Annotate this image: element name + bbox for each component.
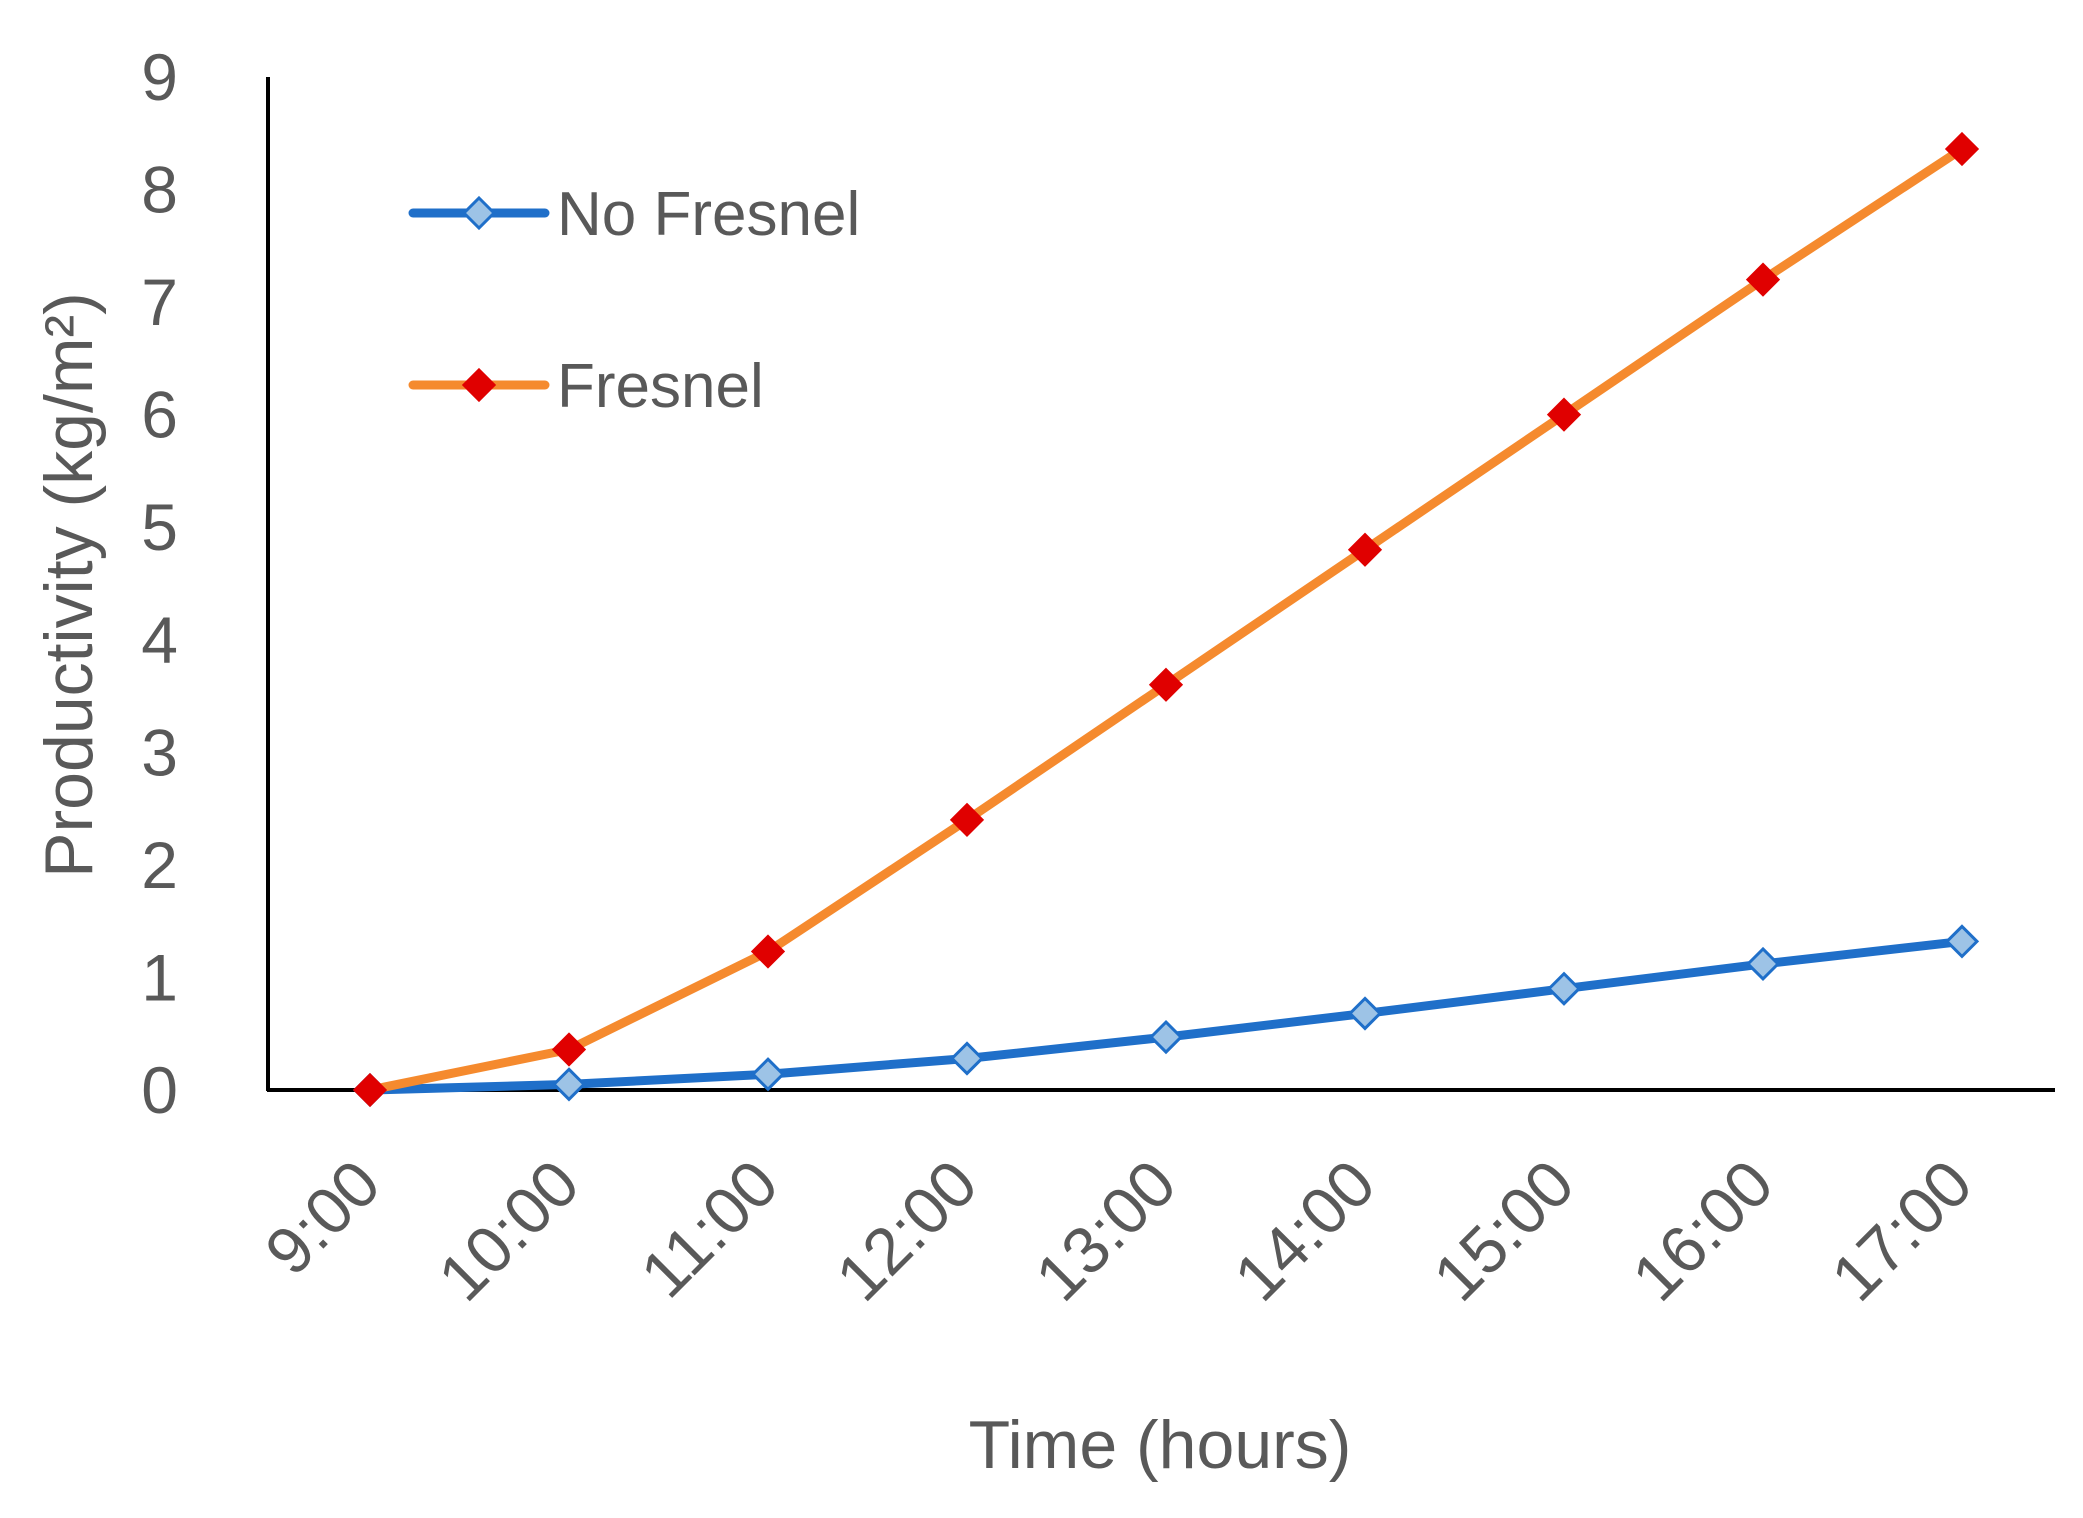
- y-tick-label: 2: [141, 828, 178, 902]
- legend-label: No Fresnel: [557, 180, 860, 249]
- data-point: [949, 802, 985, 837]
- legend-label: Fresnel: [557, 352, 764, 421]
- y-tick-label: 0: [141, 1053, 178, 1127]
- x-tick-label: 11:00: [626, 1146, 792, 1312]
- x-tick-label: 10:00: [424, 1146, 593, 1315]
- x-axis-title: Time (hours): [969, 1407, 1352, 1483]
- data-point: [1944, 131, 1980, 167]
- data-point: [1347, 532, 1383, 567]
- legend-marker: [461, 195, 497, 231]
- y-tick-label: 1: [141, 940, 178, 1014]
- y-tick-label: 9: [141, 40, 178, 114]
- x-tick-label: 13:00: [1021, 1146, 1190, 1315]
- data-point: [1944, 924, 1980, 959]
- data-point: [1546, 397, 1582, 432]
- y-tick-label: 5: [141, 490, 178, 564]
- data-point: [1745, 262, 1781, 297]
- data-point: [1148, 1019, 1184, 1055]
- y-tick-label: 8: [141, 153, 178, 227]
- legend-item: No Fresnel: [408, 180, 860, 249]
- data-point: [551, 1032, 587, 1067]
- x-tick-label: 14:00: [1220, 1146, 1389, 1315]
- series-0: [352, 924, 1980, 1108]
- y-tick-label: 7: [141, 265, 178, 339]
- data-point: [1546, 971, 1582, 1006]
- series-line: [365, 144, 1967, 1095]
- legend: No Fresnel Fresnel: [408, 180, 860, 421]
- data-point: [1347, 996, 1383, 1031]
- series-lines: [352, 131, 1980, 1108]
- data-point: [551, 1067, 587, 1102]
- x-tick-label: 15:00: [1419, 1146, 1588, 1315]
- series-line: [365, 936, 1967, 1095]
- series-1: [352, 131, 1980, 1108]
- x-tick-labels: 9:00 10:00 11:00 12:00 13:00 14:00 15:00 16:00 1…: [251, 1146, 1986, 1315]
- data-point: [750, 1057, 786, 1092]
- data-point: [750, 934, 786, 969]
- x-tick-label: 9:00: [251, 1146, 394, 1289]
- data-point: [352, 1072, 388, 1108]
- legend-marker: [461, 367, 497, 403]
- data-point: [1148, 667, 1184, 702]
- data-point: [1745, 946, 1781, 982]
- y-axis-title: Productivity (kg/m²): [31, 292, 107, 878]
- y-tick-label: 6: [141, 378, 178, 452]
- x-tick-label: 17:00: [1817, 1146, 1986, 1315]
- x-tick-label: 12:00: [822, 1146, 991, 1315]
- axes: [266, 77, 2055, 1092]
- y-tick-label: 4: [141, 603, 178, 677]
- data-point: [949, 1041, 985, 1076]
- y-tick-label: 3: [141, 715, 178, 789]
- y-tick-labels: 0 1 2 3 4 5 6 7 8 9: [141, 40, 178, 1127]
- legend-item: Fresnel: [408, 352, 764, 421]
- x-tick-label: 16:00: [1618, 1146, 1787, 1315]
